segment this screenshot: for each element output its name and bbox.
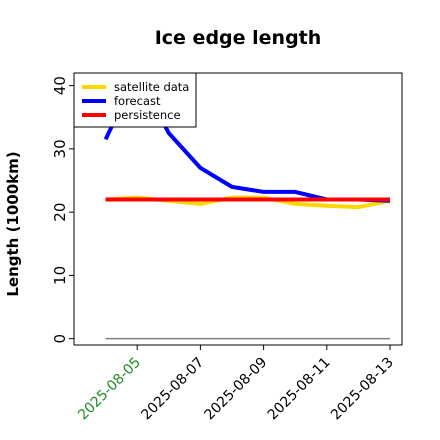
y-tick-label: 0 [51, 334, 69, 344]
x-tick-label: 2025-08-09 [202, 355, 271, 424]
x-tick-label: 2025-08-05 [75, 355, 144, 424]
y-tick-label: 20 [51, 203, 69, 222]
x-tick-label: 2025-08-13 [328, 355, 397, 424]
y-tick-label: 10 [51, 266, 69, 285]
chart-title: Ice edge length [155, 27, 322, 49]
legend-label-satellite-data: satellite data [114, 80, 189, 94]
y-tick-label: 30 [51, 139, 69, 158]
plot-area-frame [73, 72, 403, 346]
x-tick-label: 2025-08-11 [265, 355, 334, 424]
legend-label-persistence: persistence [114, 108, 181, 122]
y-tick-label: 40 [51, 76, 69, 95]
legend-label-forecast: forecast [114, 94, 161, 108]
y-axis-label: Length (1000km) [4, 151, 22, 296]
x-tick-label: 2025-08-07 [138, 355, 207, 424]
axis-layer: 0102030402025-08-052025-08-072025-08-092… [51, 76, 397, 423]
